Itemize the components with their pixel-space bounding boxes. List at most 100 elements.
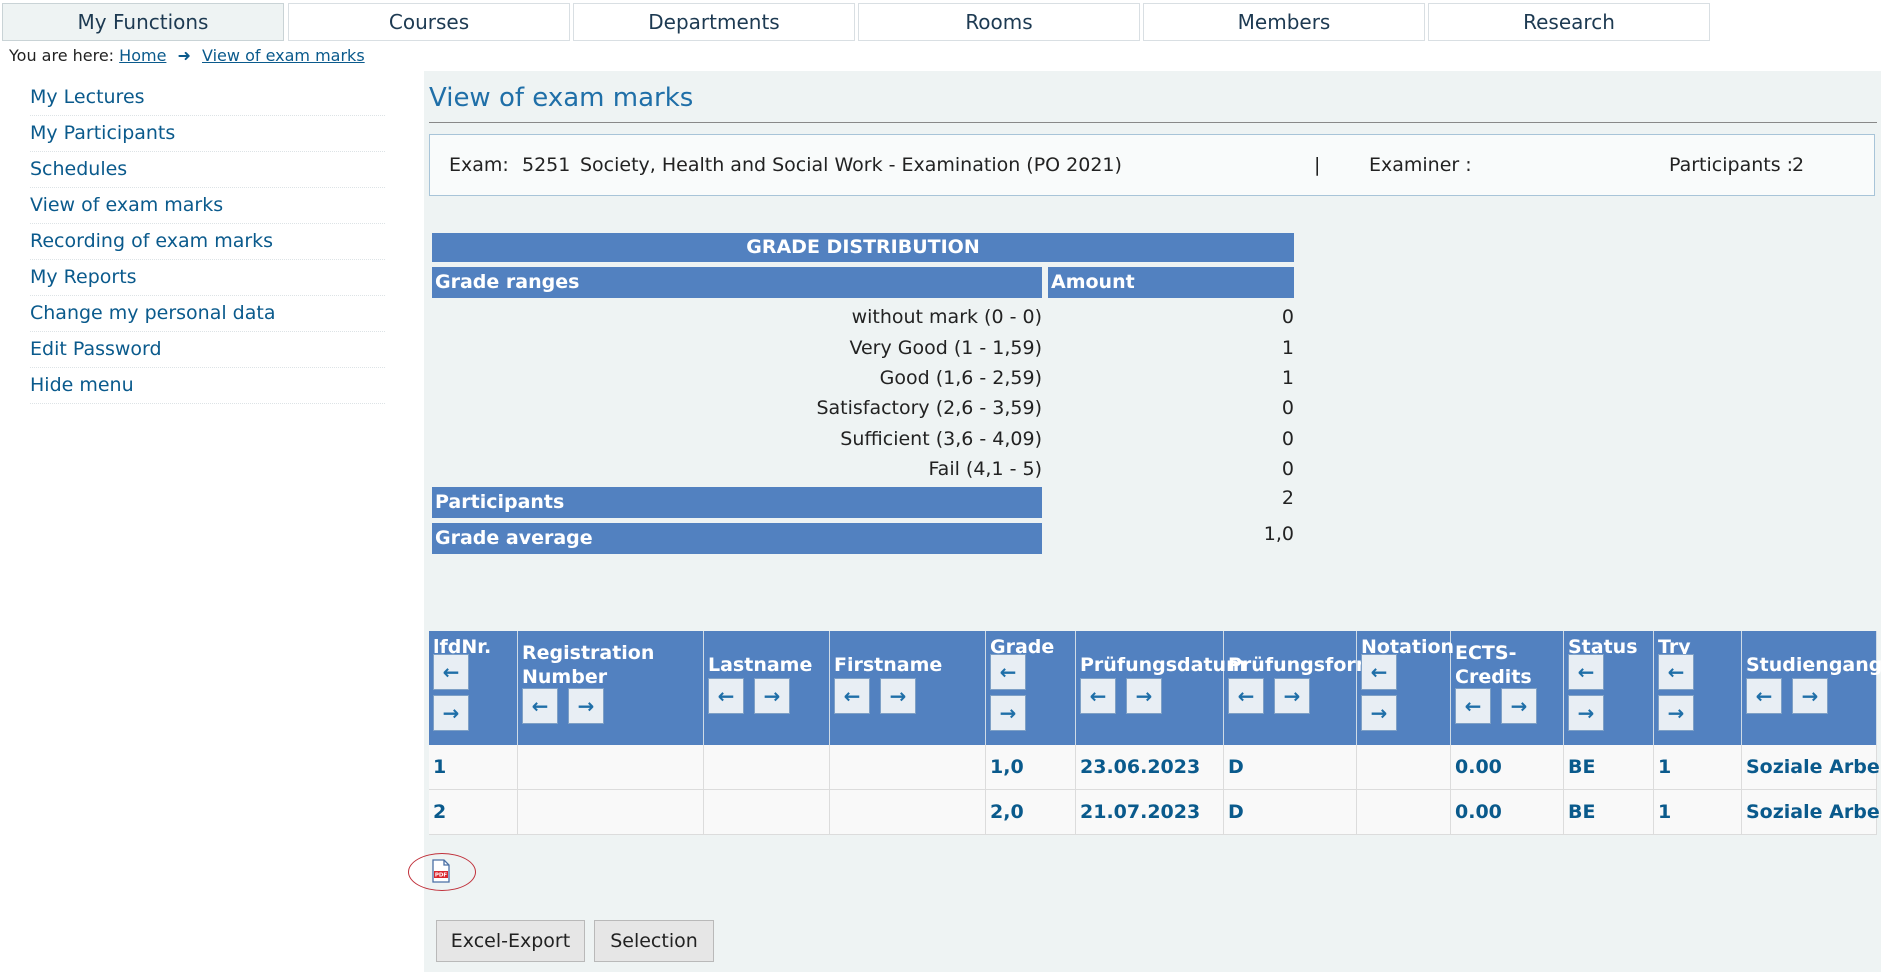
sort-descending-arrow-right-icon[interactable]: → [1792,678,1828,714]
sidebar-item-my-lectures[interactable]: My Lectures [30,80,385,116]
grade-ranges-header: Grade ranges [432,267,1042,298]
sort-ascending-arrow-left-icon[interactable]: ← [1568,654,1604,690]
sort-ascending-arrow-left-icon[interactable]: ← [1228,678,1264,714]
svg-text:PDF: PDF [435,873,448,879]
sort-descending-arrow-right-icon[interactable]: → [568,688,604,724]
table-cell[interactable]: BE [1564,745,1654,789]
table-cell[interactable]: 21.07.2023 [1076,790,1224,834]
table-cell[interactable]: BE [1564,790,1654,834]
grade-range-label: Sufficient (3,6 - 4,09) [840,428,1042,450]
grade-range-amount: 1 [1281,337,1294,359]
grade-range-row: Very Good (1 - 1,59) 1 [432,337,1294,361]
column-header-label: Studiengang [1746,654,1881,676]
participants-row-value-cell: 2 [1048,487,1294,511]
participants-count: 2 [1792,154,1805,176]
table-cell[interactable]: Soziale Arbeit [1742,745,1881,789]
column-header-label: Status [1568,636,1638,658]
table-cell [518,745,704,789]
table-cell[interactable]: 0.00 [1451,745,1564,789]
sort-descending-arrow-right-icon[interactable]: → [880,678,916,714]
sort-ascending-arrow-left-icon[interactable]: ← [1455,688,1491,724]
column-header: Prüfungsdatum ← → [1076,631,1246,745]
sort-descending-arrow-right-icon[interactable]: → [990,695,1026,731]
table-cell[interactable]: D [1224,745,1357,789]
sort-descending-arrow-right-icon[interactable]: → [1658,695,1694,731]
tab-my-functions[interactable]: My Functions [2,3,284,41]
sidebar-item-recording-exam-marks[interactable]: Recording of exam marks [30,224,385,260]
tab-members[interactable]: Members [1143,3,1425,41]
grade-range-row: without mark (0 - 0) 0 [432,306,1294,330]
page-title: View of exam marks [429,83,694,113]
sort-descending-arrow-right-icon[interactable]: → [1568,695,1604,731]
sort-descending-arrow-right-icon[interactable]: → [1501,688,1537,724]
table-cell [1357,745,1451,789]
table-cell[interactable]: 1,0 [986,745,1076,789]
column-header: Status ← → [1564,631,1654,745]
exam-number: 5251 [522,154,571,176]
sidebar-item-edit-password[interactable]: Edit Password [30,332,385,368]
column-header: Try ← → [1654,631,1742,745]
sort-ascending-arrow-left-icon[interactable]: ← [433,654,469,690]
column-header-label: Registration Number [522,642,655,688]
column-header: Grade ← → [986,631,1076,745]
grade-range-amount: 0 [1281,306,1294,328]
table-cell[interactable]: 23.06.2023 [1076,745,1224,789]
sort-descending-arrow-right-icon[interactable]: → [754,678,790,714]
exam-name: Society, Health and Social Work - Examin… [580,154,1122,176]
column-header: ECTS- Credits ← → [1451,631,1564,745]
column-header-label: Grade [990,636,1055,658]
grade-range-amount: 0 [1281,428,1294,450]
sort-ascending-arrow-left-icon[interactable]: ← [708,678,744,714]
table-cell[interactable]: 2 [429,790,518,834]
sort-descending-arrow-right-icon[interactable]: → [433,695,469,731]
sort-ascending-arrow-left-icon[interactable]: ← [1080,678,1116,714]
grade-range-row: Sufficient (3,6 - 4,09) 0 [432,428,1294,452]
sort-ascending-arrow-left-icon[interactable]: ← [1658,654,1694,690]
tab-research[interactable]: Research [1428,3,1710,41]
pdf-export-link[interactable]: PDF [408,853,476,891]
column-header-label: Firstname [834,654,943,676]
sort-ascending-arrow-left-icon[interactable]: ← [1746,678,1782,714]
sidebar-item-schedules[interactable]: Schedules [30,152,385,188]
sidebar-item-my-participants[interactable]: My Participants [30,116,385,152]
grade-range-label: without mark (0 - 0) [851,306,1042,328]
table-row: 2 2,0 21.07.2023 D 0.00 BE 1 Soziale Arbeit [429,790,1881,835]
breadcrumb-home-link[interactable]: Home [119,46,167,65]
grade-range-label: Very Good (1 - 1,59) [849,337,1042,359]
participants-row-value: 2 [1281,487,1294,509]
selection-button[interactable]: Selection [594,920,714,962]
breadcrumb-current-link[interactable]: View of exam marks [202,46,365,65]
sort-descending-arrow-right-icon[interactable]: → [1126,678,1162,714]
sort-ascending-arrow-left-icon[interactable]: ← [522,688,558,724]
sidebar-item-view-exam-marks[interactable]: View of exam marks [30,188,385,224]
column-header-label: Prüfungsdatum [1080,654,1246,676]
sort-ascending-arrow-left-icon[interactable]: ← [1361,654,1397,690]
sort-ascending-arrow-left-icon[interactable]: ← [990,654,1026,690]
exam-label: Exam: [449,154,509,176]
table-cell[interactable]: 2,0 [986,790,1076,834]
sort-ascending-arrow-left-icon[interactable]: ← [834,678,870,714]
table-cell[interactable]: 1 [1654,790,1742,834]
grade-range-row: Fail (4,1 - 5) 0 [432,458,1295,482]
table-cell[interactable]: Soziale Arbeit [1742,790,1881,834]
exam-info-box: Exam: 5251 Society, Health and Social Wo… [429,134,1875,196]
sidebar-item-hide-menu[interactable]: Hide menu [30,368,385,404]
title-divider [429,122,1877,123]
table-cell[interactable]: 1 [429,745,518,789]
exam-separator: | [1314,154,1321,176]
column-header-label: Try [1658,636,1691,658]
participants-row-label: Participants [432,487,1042,518]
table-cell[interactable]: 0.00 [1451,790,1564,834]
tab-rooms[interactable]: Rooms [858,3,1140,41]
participants-label: Participants : [1669,154,1794,176]
sidebar-item-change-personal-data[interactable]: Change my personal data [30,296,385,332]
sort-descending-arrow-right-icon[interactable]: → [1274,678,1310,714]
tab-courses[interactable]: Courses [288,3,570,41]
excel-export-button[interactable]: Excel-Export [436,920,585,962]
table-cell[interactable]: D [1224,790,1357,834]
sidebar-item-my-reports[interactable]: My Reports [30,260,385,296]
column-header: Firstname ← → [830,631,986,745]
sort-descending-arrow-right-icon[interactable]: → [1361,695,1397,731]
tab-departments[interactable]: Departments [573,3,855,41]
table-cell[interactable]: 1 [1654,745,1742,789]
